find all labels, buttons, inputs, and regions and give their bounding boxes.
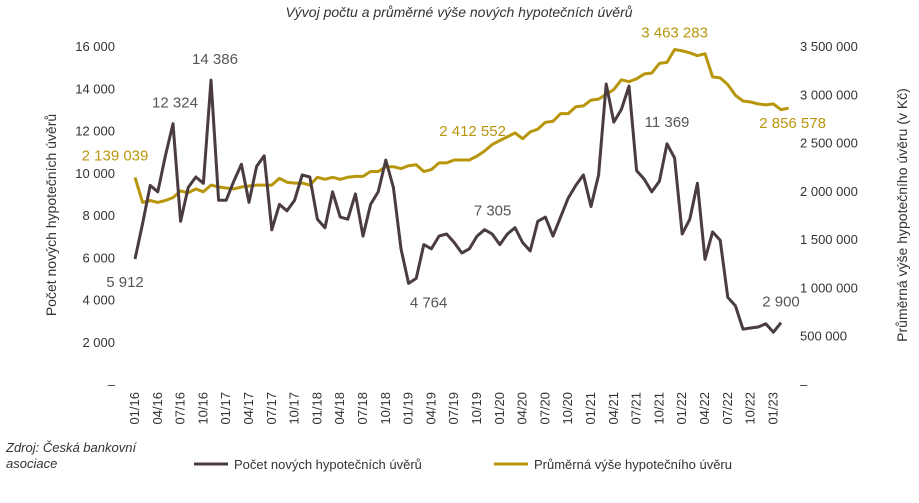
count-data-label: 12 324 [152,95,198,112]
count-data-label: 7 305 [474,203,512,220]
x-tick-label: 01/22 [674,392,689,425]
x-tick-label: 01/18 [309,392,324,425]
source-note: Zdroj: Česká bankovní asociace [6,440,137,471]
y-left-tick-label: 16 000 [75,39,115,54]
x-tick-label: 04/20 [515,392,530,425]
x-tick-label: 07/22 [720,392,735,425]
x-tick-label: 01/16 [127,392,142,425]
y-left-tick-label: 2 000 [82,335,115,350]
y-right-tick-label: – [800,377,808,392]
right-axis-ticks: 3 500 000 3 000 000 2 500 000 2 000 000 1 50… [800,39,858,392]
x-tick-label: 10/19 [469,392,484,425]
legend-label-count: Počet nových hypotečních úvěrů [234,457,422,472]
y-left-tick-label: 4 000 [82,293,115,308]
x-tick-label: 01/23 [765,392,780,425]
legend: Počet nových hypotečních úvěrů Průměrná … [194,457,732,472]
y-right-tick-label: 1 000 000 [800,280,858,295]
y-left-tick-label: 10 000 [75,166,115,181]
x-tick-label: 10/21 [651,392,666,425]
chart-title: Vývoj počtu a průměrné výše nových hypot… [285,4,632,20]
x-tick-label: 01/20 [492,392,507,425]
x-tick-label: 07/18 [355,392,370,425]
y-right-tick-label: 2 000 000 [800,184,858,199]
y-left-tick-label: 12 000 [75,124,115,139]
x-tick-label: 10/17 [287,392,302,425]
amount-data-label: 2 856 578 [759,115,826,132]
x-tick-label: 07/17 [264,392,279,425]
x-tick-label: 04/22 [697,392,712,425]
y-right-tick-label: 2 500 000 [800,136,858,151]
count-data-label: 11 369 [645,114,690,131]
count-data-label: 14 386 [192,51,238,68]
x-tick-label: 04/19 [423,392,438,425]
y-axis-left-title: Počet nových hypotečních úvěrů [43,114,59,316]
x-tick-label: 07/20 [537,392,552,425]
x-tick-label: 07/16 [173,392,188,425]
x-tick-label: 04/17 [241,392,256,425]
y-left-tick-label: – [108,377,116,392]
count-data-label: 2 900 [762,294,800,311]
x-tick-label: 10/16 [195,392,210,425]
amount-data-label: 2 139 039 [82,147,149,164]
y-left-tick-label: 14 000 [75,81,115,96]
x-tick-label: 04/16 [150,392,165,425]
count-data-label: 5 912 [106,274,144,291]
x-tick-label: 01/17 [218,392,233,425]
data-labels: 5 912 12 324 14 386 4 764 7 305 11 369 2 900 2 … [82,25,826,312]
y-left-tick-label: 6 000 [82,250,115,265]
x-tick-label: 07/19 [446,392,461,425]
y-axis-right-title: Průměrná výše hypotečního úvěru (v Kč) [894,88,910,342]
x-tick-label: 04/21 [606,392,621,425]
y-left-tick-label: 8 000 [82,208,115,223]
y-right-tick-label: 1 500 000 [800,232,858,247]
x-axis-ticks: 01/16 04/16 07/16 10/16 01/17 04/17 07/17 10/17… [127,392,780,425]
x-tick-label: 10/18 [378,392,393,425]
x-tick-label: 10/22 [743,392,758,425]
x-tick-label: 01/19 [401,392,416,425]
y-right-tick-label: 500 000 [800,329,847,344]
y-right-tick-label: 3 500 000 [800,39,858,54]
left-axis-ticks: 16 000 14 000 12 000 10 000 8 000 6 000 4 000 2… [75,39,116,392]
x-tick-label: 07/21 [629,392,644,425]
x-tick-label: 10/20 [560,392,575,425]
legend-label-amount: Průměrná výše hypotečního úvěru [534,457,732,472]
count-data-label: 4 764 [410,294,448,311]
series-line-amount [133,48,789,204]
x-tick-label: 04/18 [332,392,347,425]
series-lines [133,48,789,334]
amount-data-label: 2 412 552 [439,123,506,140]
series-line-count [133,78,783,334]
amount-data-label: 3 463 283 [641,25,708,42]
y-right-tick-label: 3 000 000 [800,87,858,102]
x-tick-label: 01/21 [583,392,598,425]
